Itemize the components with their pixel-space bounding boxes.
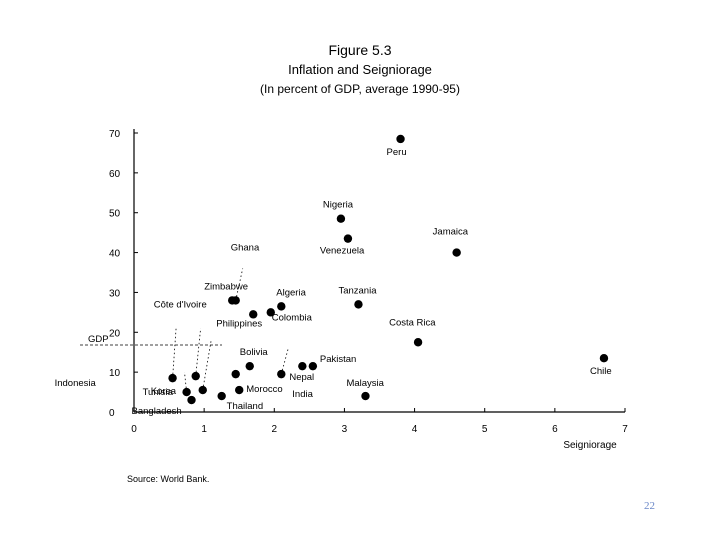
point-unlabeled-3 (231, 369, 240, 379)
x-tick-label: 5 (482, 424, 488, 435)
y-tick-label: 30 (109, 288, 121, 299)
label-c-te-d-ivoire: Côte d'Ivoire (154, 299, 207, 310)
label-jamaica: Jamaica (433, 227, 469, 238)
page-number: 22 (644, 500, 655, 512)
label-algeria: Algeria (276, 287, 306, 298)
x-tick-label: 3 (342, 424, 348, 435)
point-pakistan (308, 361, 318, 371)
y-tick-label: 0 (109, 408, 115, 419)
label-philippines: Philippines (216, 318, 262, 329)
y-tick-label: 60 (109, 169, 121, 180)
point-labels: Peru Nigeria Venezuela Jamaica Ghana Zimbabwe… (55, 147, 612, 417)
leader-line (235, 268, 244, 301)
y-tick-label: 70 (109, 129, 121, 140)
y-tick-label: 40 (109, 249, 121, 260)
label-peru: Peru (387, 147, 407, 158)
x-tick-label: 1 (201, 424, 207, 435)
label-indonesia: Indonesia (55, 378, 97, 389)
label-nepal: Nepal (289, 372, 314, 383)
label-tunisia: Tunisia (143, 387, 174, 398)
y-tick-label: 50 (109, 209, 121, 220)
x-tick-label: 0 (131, 424, 137, 435)
label-pakistan: Pakistan (320, 354, 356, 365)
source-note: Source: World Bank. (127, 474, 210, 484)
data-points (168, 134, 609, 405)
leader-line (195, 328, 202, 377)
label-ghana: Ghana (231, 242, 260, 253)
x-tick-label: 6 (552, 424, 558, 435)
point-bangladesh (187, 395, 196, 405)
label-nigeria: Nigeria (323, 200, 354, 211)
label-zimbabwe: Zimbabwe (204, 281, 248, 292)
y-tick-label: 10 (109, 368, 121, 379)
chart-subtitle: (In percent of GDP, average 1990-95) (260, 82, 460, 96)
label-korea: Korea (151, 386, 177, 397)
label-costa-rica: Costa Rica (389, 317, 436, 328)
x-tick-label: 7 (622, 424, 628, 435)
label-bolivia: Bolivia (240, 347, 269, 358)
annotation-text: GDP (88, 334, 109, 345)
leader-line (280, 348, 289, 375)
point-costa-rica (413, 338, 423, 347)
figure-number: Figure 5.3 (328, 42, 392, 58)
label-chile: Chile (590, 366, 612, 377)
label-morocco: Morocco (246, 384, 282, 395)
label-tanzania: Tanzania (338, 285, 377, 296)
point-venezuela (343, 234, 353, 243)
point-philippines (249, 310, 258, 319)
point-colombia (266, 308, 275, 317)
point-nigeria (336, 214, 346, 223)
leader-line (172, 328, 177, 379)
point-thailand (217, 391, 226, 401)
point-tanzania (354, 300, 363, 309)
x-tick-label: 4 (412, 424, 418, 435)
x-axis-label: Seigniorage (563, 440, 617, 451)
point-peru (396, 134, 405, 144)
leader-line (184, 372, 188, 393)
point-chile (599, 353, 609, 363)
point-morocco (235, 385, 244, 395)
label-bangladesh: Bangladesh (132, 406, 182, 417)
leader-line (202, 340, 212, 391)
chart-title: Inflation and Seigniorage (288, 62, 432, 77)
point-malaysia (361, 391, 370, 401)
label-india: India (292, 389, 313, 400)
label-colombia: Colombia (272, 312, 313, 323)
point-bolivia (245, 361, 254, 371)
label-thailand: Thailand (227, 401, 263, 412)
x-tick-label: 2 (272, 424, 278, 435)
point-algeria (277, 302, 286, 311)
point-jamaica (452, 248, 461, 257)
y-tick-label: 20 (109, 328, 121, 339)
point-nepal (298, 361, 307, 371)
label-malaysia: Malaysia (346, 378, 384, 389)
label-venezuela: Venezuela (320, 246, 365, 257)
